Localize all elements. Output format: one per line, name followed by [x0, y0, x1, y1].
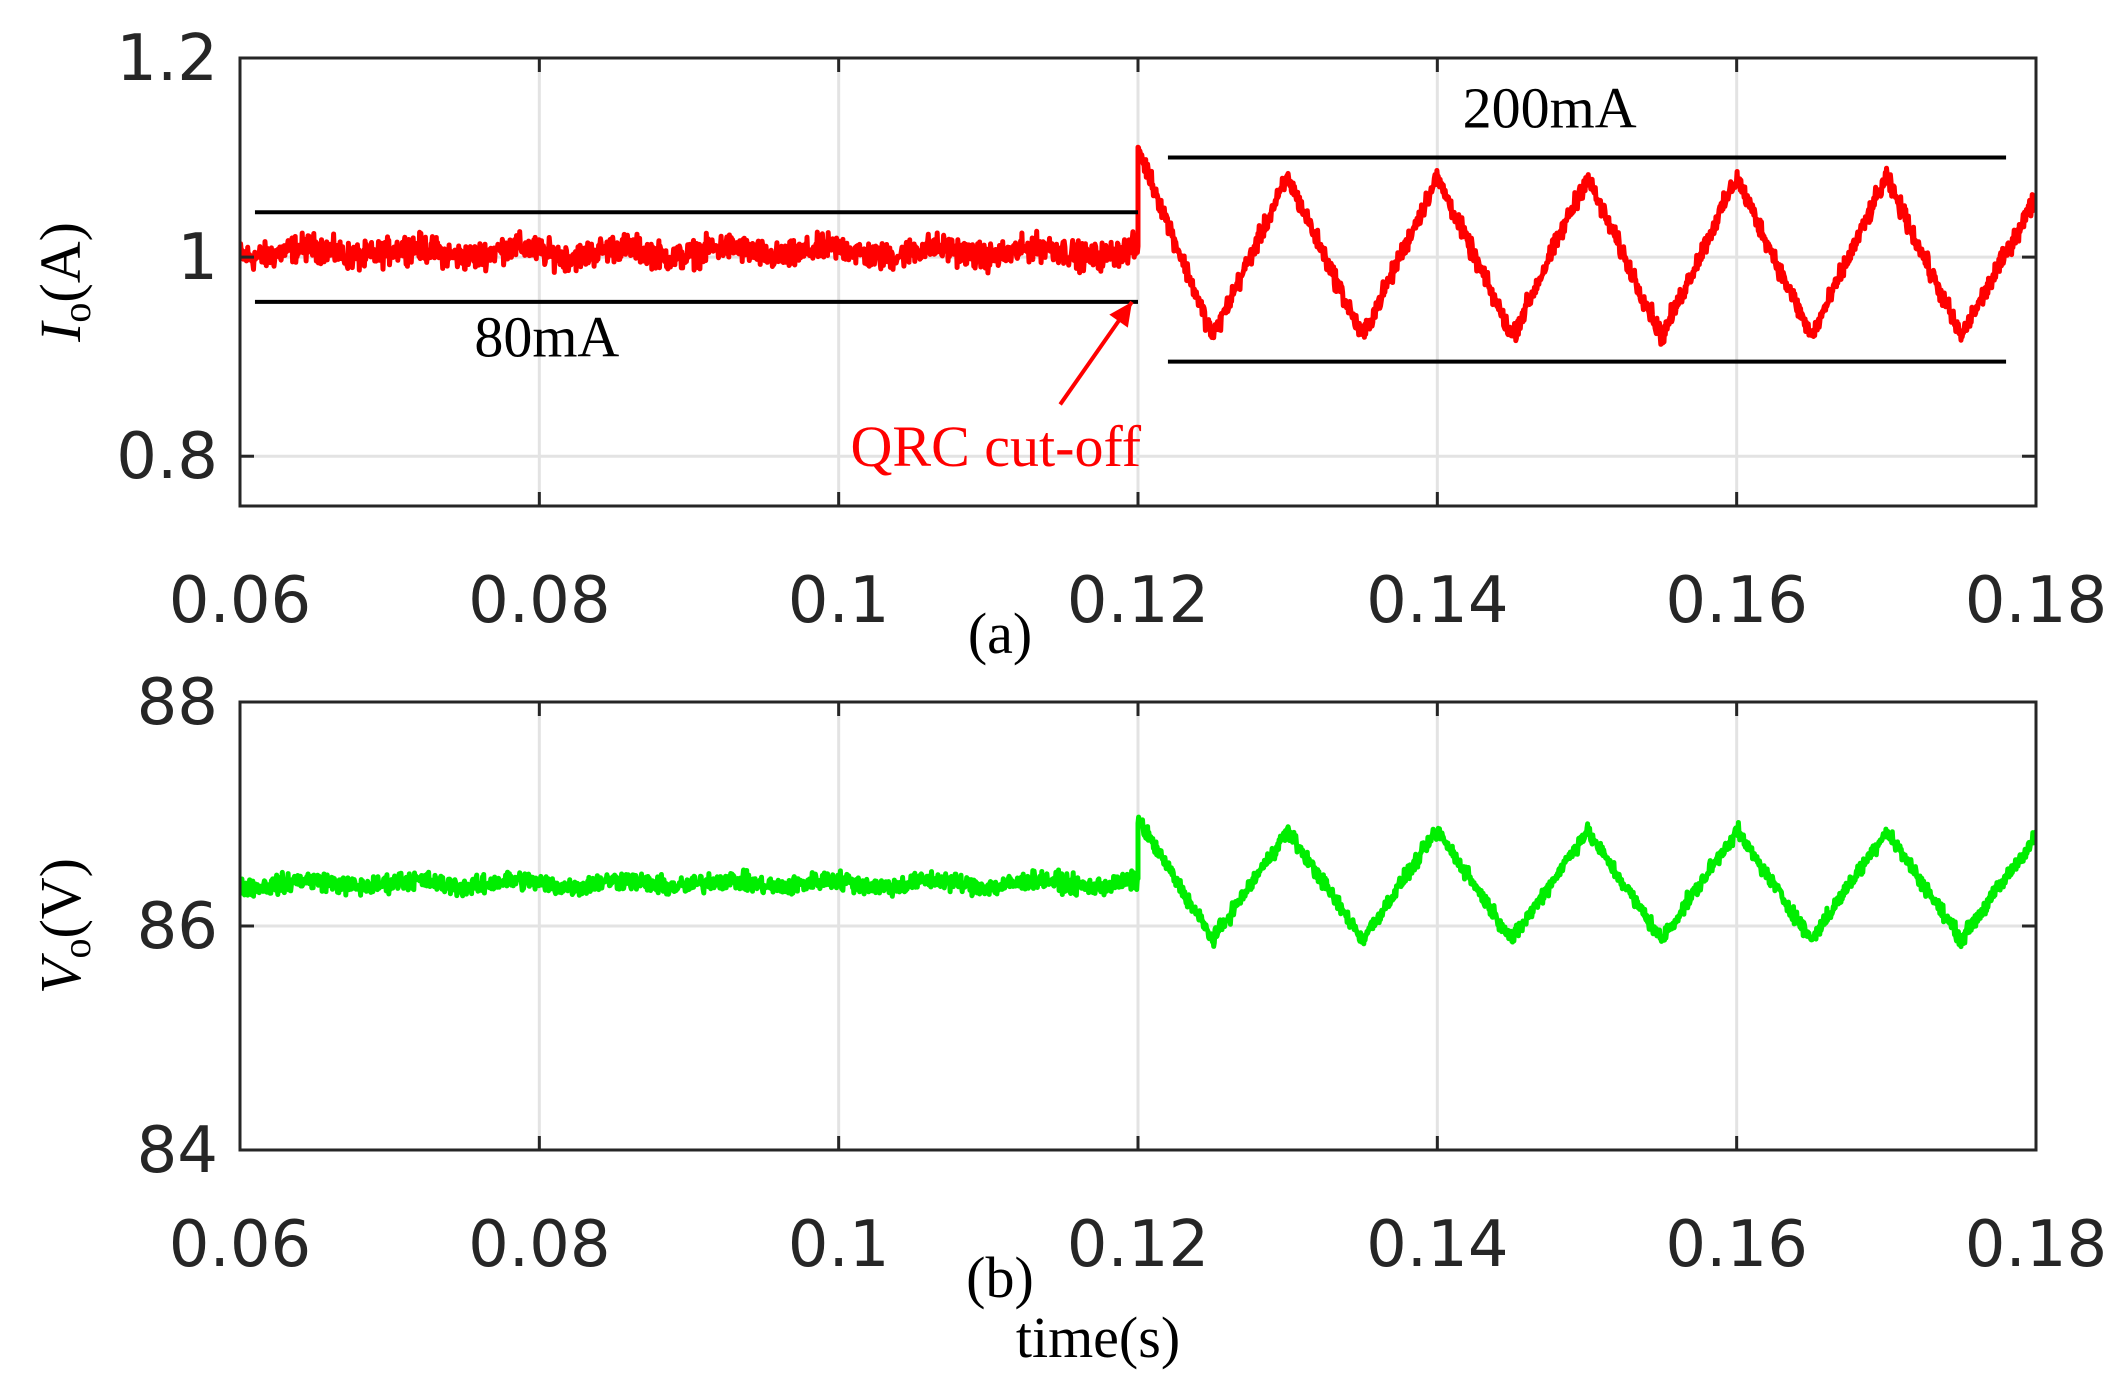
x-tick-label: 0.14 — [1366, 1208, 1509, 1282]
x-tick-label: 0.14 — [1366, 564, 1509, 638]
caption-a: (a) — [968, 601, 1032, 666]
x-tick-label: 0.06 — [169, 1208, 312, 1282]
annotations-a: 80mA 200mA QRC cut-off — [254, 76, 2007, 479]
ylabel-b-subscript: o — [54, 939, 99, 959]
caption-b: (b) — [966, 1245, 1034, 1310]
x-tick-label: 0.1 — [788, 1208, 890, 1282]
x-tick-label: 0.08 — [468, 564, 611, 638]
x-tick-label: 0.12 — [1067, 564, 1210, 638]
annotation-label: 80mA — [474, 305, 619, 370]
x-tick-label: 0.16 — [1665, 564, 1808, 638]
grid-b — [240, 702, 2036, 1150]
y-tick-label: 88 — [137, 666, 218, 740]
svg-text:Vo(V): Vo(V) — [28, 858, 99, 994]
ylabel-b: Vo(V) — [28, 858, 99, 994]
y-tick-label: 1 — [177, 221, 218, 295]
grid-a — [240, 58, 2036, 506]
annotation-qrc-label: QRC cut-off — [851, 414, 1142, 479]
ylabel-b-unit: (V) — [28, 858, 93, 939]
ylabel-a-unit: (A) — [28, 222, 93, 303]
series-vo — [240, 814, 2036, 950]
ylabel-a: Io(A) — [28, 222, 99, 343]
x-tick-label: 0.08 — [468, 1208, 611, 1282]
y-tick-label: 1.2 — [116, 22, 218, 96]
series-line-vo — [240, 814, 2036, 950]
ticks-a: 0.06 0.08 0.1 0.12 0.14 0.16 0.18 0.8 1 1.2 — [116, 22, 2107, 638]
panel-a: 80mA 200mA QRC cut-off 0.06 0.08 0.1 0.12 0.14… — [28, 22, 2107, 666]
y-tick-label: 0.8 — [116, 420, 218, 494]
ylabel-a-subscript: o — [54, 303, 99, 323]
x-tick-label: 0.1 — [788, 564, 890, 638]
svg-text:Io(A): Io(A) — [28, 222, 99, 343]
annotation-label: 200mA — [1463, 76, 1637, 141]
series-line-io — [240, 144, 2036, 347]
x-tick-label: 0.18 — [1965, 1208, 2108, 1282]
y-tick-label: 84 — [137, 1114, 218, 1188]
ylabel-b-symbol: V — [28, 952, 93, 994]
series-io — [240, 144, 2036, 347]
x-tick-label: 0.06 — [169, 564, 312, 638]
xlabel-b: time(s) — [1016, 1305, 1180, 1370]
y-tick-label: 86 — [137, 890, 218, 964]
ticks-b: 0.06 0.08 0.1 0.12 0.14 0.16 0.18 84 86 88 — [137, 666, 2108, 1282]
ylabel-a-symbol: I — [28, 320, 93, 343]
x-tick-label: 0.12 — [1067, 1208, 1210, 1282]
x-tick-label: 0.16 — [1665, 1208, 1808, 1282]
x-tick-label: 0.18 — [1965, 564, 2108, 638]
arrow-head — [1109, 301, 1133, 328]
